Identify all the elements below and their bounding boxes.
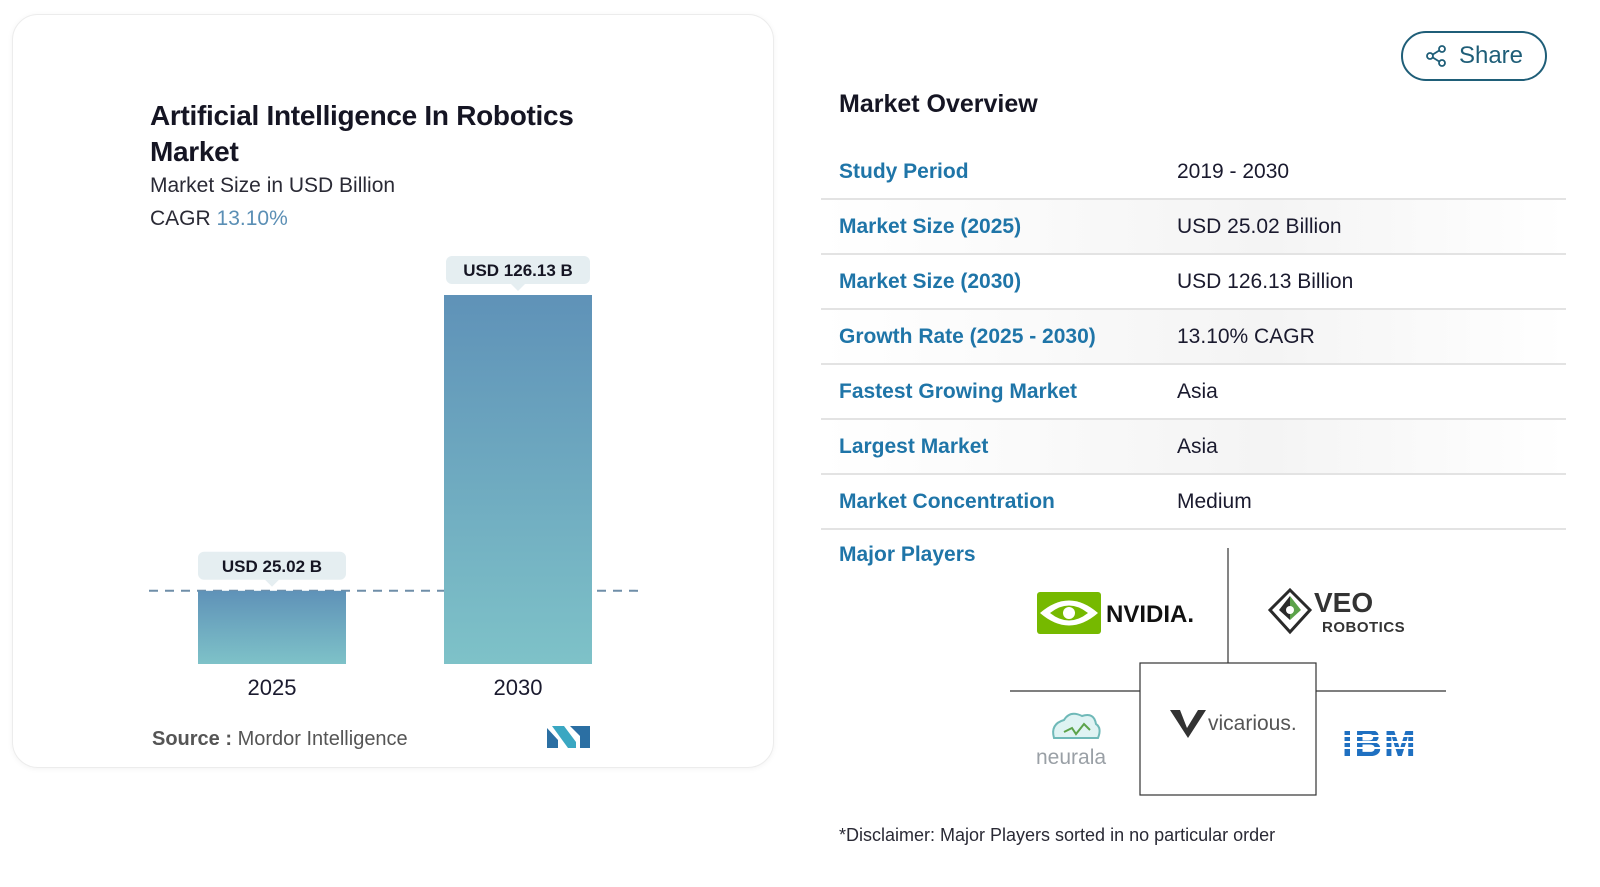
ibm-logo: IBM bbox=[1340, 723, 1430, 765]
bar-chart: USD 25.02 B 2025 USD 126.13 B 2030 bbox=[149, 256, 645, 700]
neurala-logo: neurala bbox=[1036, 712, 1106, 769]
overview-key: Growth Rate (2025 - 2030) bbox=[839, 324, 1096, 348]
x-tick-2025: 2025 bbox=[248, 675, 297, 700]
bar-2025 bbox=[198, 590, 346, 664]
chart-subtitle: Market Size in USD Billion bbox=[150, 174, 396, 197]
overview-value: Medium bbox=[1177, 489, 1252, 513]
overview-value: USD 25.02 Billion bbox=[1177, 214, 1342, 238]
overview-key: Largest Market bbox=[839, 434, 989, 458]
share-button[interactable]: Share bbox=[1401, 31, 1547, 81]
vicarious-v-icon bbox=[1170, 710, 1206, 738]
robotics-wordmark: ROBOTICS bbox=[1322, 619, 1405, 636]
data-label-text: USD 25.02 B bbox=[222, 557, 322, 576]
vicarious-logo: vicarious. bbox=[1170, 710, 1297, 738]
vicarious-wordmark: vicarious. bbox=[1208, 712, 1297, 735]
major-players-grid: NVIDIA. VEO ROBOTICS neurala vicarious. … bbox=[1010, 548, 1446, 796]
nvidia-wordmark: NVIDIA. bbox=[1106, 601, 1194, 628]
bar-2030 bbox=[444, 295, 592, 664]
cagr-label: CAGR bbox=[150, 207, 211, 230]
chart-title: Artificial Intelligence In Robotics Mark… bbox=[150, 100, 574, 167]
grid-center-box bbox=[1139, 662, 1317, 796]
veo-robotics-logo: VEO ROBOTICS bbox=[1267, 587, 1405, 636]
cagr-value: 13.10% bbox=[216, 207, 288, 230]
source: Source : Mordor Intelligence bbox=[152, 728, 408, 751]
major-players-label: Major Players bbox=[839, 543, 976, 566]
data-label-2030: USD 126.13 B bbox=[446, 256, 590, 291]
nvidia-eye-icon bbox=[1037, 592, 1101, 634]
overview-row-growth-rate: Growth Rate (2025 - 2030) 13.10% CAGR bbox=[821, 310, 1566, 365]
overview-row-market-size-2030: Market Size (2030) USD 126.13 Billion bbox=[821, 255, 1566, 310]
overview-row-market-concentration: Market Concentration Medium bbox=[821, 475, 1566, 530]
share-label: Share bbox=[1458, 42, 1524, 69]
overview-value: Asia bbox=[1177, 379, 1218, 403]
neurala-wordmark: neurala bbox=[1036, 746, 1106, 769]
nvidia-logo: NVIDIA. bbox=[1037, 592, 1194, 634]
overview-key: Study Period bbox=[839, 159, 969, 183]
chart-card bbox=[12, 14, 774, 768]
overview-key: Market Size (2025) bbox=[839, 214, 1022, 238]
mordor-intelligence-logo-icon bbox=[547, 726, 590, 748]
source-label: Source : bbox=[152, 728, 233, 750]
overview-value: USD 126.13 Billion bbox=[1177, 269, 1354, 293]
overview-key: Fastest Growing Market bbox=[839, 379, 1078, 403]
cagr: CAGR 13.10% bbox=[150, 207, 288, 231]
overview-row-study-period: Study Period 2019 - 2030 bbox=[821, 145, 1566, 200]
source-value: Mordor Intelligence bbox=[237, 728, 408, 750]
data-label-2025: USD 25.02 B bbox=[198, 551, 346, 587]
overview-key: Market Concentration bbox=[839, 489, 1055, 513]
data-label-text: USD 126.13 B bbox=[463, 261, 573, 280]
overview-row-largest-market: Largest Market Asia bbox=[821, 420, 1566, 475]
share-icon bbox=[1426, 45, 1446, 67]
veo-wordmark: VEO bbox=[1314, 587, 1373, 618]
ibm-stripes bbox=[1340, 729, 1430, 749]
overview-value: 2019 - 2030 bbox=[1177, 159, 1290, 183]
market-overview-title: Market Overview bbox=[839, 90, 1038, 118]
overview-key: Market Size (2030) bbox=[839, 269, 1022, 293]
overview-row-market-size-2025: Market Size (2025) USD 25.02 Billion bbox=[821, 200, 1566, 255]
market-overview-table: Study Period 2019 - 2030 Market Size (20… bbox=[821, 145, 1566, 530]
veo-diamond-icon bbox=[1267, 587, 1313, 635]
overview-value: 13.10% CAGR bbox=[1177, 324, 1315, 348]
overview-row-fastest-growing-market: Fastest Growing Market Asia bbox=[821, 365, 1566, 420]
disclaimer: *Disclaimer: Major Players sorted in no … bbox=[839, 825, 1276, 845]
overview-value: Asia bbox=[1177, 434, 1218, 458]
x-tick-2030: 2030 bbox=[494, 675, 543, 700]
